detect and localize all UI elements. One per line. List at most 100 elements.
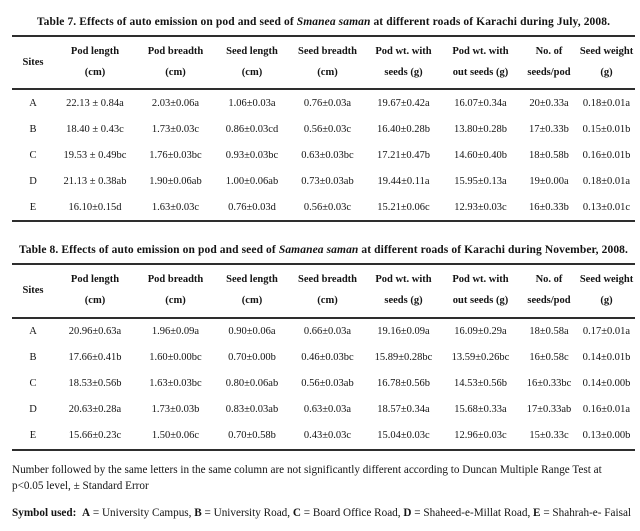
value-cell: 1.60±0.00bc bbox=[149, 352, 202, 363]
table-row: E 16.10±0.15d 1.63±0.03c 0.76±0.03d 0.56±0.0… bbox=[12, 194, 635, 221]
value-cell: 19±0.00a bbox=[529, 175, 569, 187]
value-cell: 14.60±0.40b bbox=[453, 149, 507, 161]
value-cell: 17.66±0.41b bbox=[68, 352, 122, 363]
value-cell: 0.56±0.03ab bbox=[301, 378, 354, 389]
value-cell: 0.14±0.01b bbox=[582, 352, 631, 363]
column-header: Seed length (cm) bbox=[215, 264, 289, 319]
value-cell: 19.67±0.42a bbox=[377, 97, 430, 109]
value-cell: 0.14±0.00b bbox=[582, 378, 631, 389]
value-cell: 0.16±0.01a bbox=[582, 404, 631, 415]
table8-title: Table 8. Effects of auto emission on pod… bbox=[12, 222, 635, 263]
value-cell: 12.96±0.03c bbox=[454, 430, 507, 441]
value-cell: 0.18±0.01a bbox=[582, 175, 631, 187]
column-header: Sites bbox=[12, 264, 54, 319]
symbol-value: = Shahrah-e- Faisal bbox=[540, 506, 632, 519]
table7-title: Table 7. Effects of auto emission on pod… bbox=[12, 6, 635, 35]
column-header: No. of seeds/pod bbox=[520, 264, 578, 319]
value-cell: 18.57±0.34a bbox=[377, 404, 430, 415]
table8-species-name: Samanea saman bbox=[278, 244, 359, 257]
site-cell: D bbox=[29, 404, 37, 415]
site-cell: B bbox=[29, 352, 37, 363]
value-cell: 15±0.33c bbox=[529, 430, 569, 441]
value-cell: 19.44±0.11a bbox=[377, 175, 430, 187]
value-cell: 0.66±0.03a bbox=[303, 326, 352, 337]
table8-header-row: Sites Pod length (cm) Pod breadth (cm) Seed l… bbox=[12, 264, 635, 319]
table-row: B 18.40 ± 0.43c 1.73±0.03c 0.86±0.03cd 0.56±… bbox=[12, 116, 635, 142]
site-cell: C bbox=[29, 378, 37, 389]
value-cell: 0.76±0.03a bbox=[303, 97, 352, 109]
symbol-value: = Board Office Road, bbox=[300, 506, 404, 519]
column-header: Sites bbox=[12, 36, 54, 91]
value-cell: 1.06±0.03a bbox=[228, 97, 276, 109]
symbol-key: C bbox=[292, 506, 301, 519]
column-header: Pod breadth (cm) bbox=[136, 36, 215, 91]
column-header: Seed breadth (cm) bbox=[289, 264, 366, 319]
value-cell: 0.18±0.01a bbox=[582, 97, 631, 109]
value-cell: 15.95±0.13a bbox=[454, 175, 507, 187]
table7-species-name: Smanea saman bbox=[296, 16, 371, 28]
column-header: Seed weight (g) bbox=[578, 36, 635, 91]
value-cell: 0.86±0.03cd bbox=[225, 123, 279, 135]
value-cell: 15.04±0.03c bbox=[377, 430, 430, 441]
value-cell: 0.63±0.03a bbox=[303, 404, 352, 415]
table7: Sites Pod length (cm) Pod breadth (cm) Seed l… bbox=[12, 35, 635, 223]
symbol-legend: Symbol used: A = University Campus, B = … bbox=[12, 507, 635, 519]
significance-footnote: Number followed by the same letters in t… bbox=[12, 463, 602, 492]
symbol-value: = Shaheed-e-Millat Road, bbox=[411, 506, 534, 519]
value-cell: 18±0.58a bbox=[529, 326, 569, 337]
site-cell: A bbox=[29, 326, 37, 337]
value-cell: 1.50±0.06c bbox=[151, 430, 200, 441]
value-cell: 0.13±0.01c bbox=[582, 201, 631, 213]
value-cell: 13.59±0.26bc bbox=[451, 352, 510, 363]
symbol-key: A bbox=[81, 506, 91, 519]
value-cell: 22.13 ± 0.84a bbox=[66, 97, 124, 109]
value-cell: 1.73±0.03b bbox=[151, 404, 200, 415]
value-cell: 0.13±0.00b bbox=[582, 430, 631, 441]
site-cell: C bbox=[29, 149, 37, 161]
table-row: C 18.53±0.56b 1.63±0.03bc 0.80±0.06ab 0.56±0… bbox=[12, 371, 635, 397]
table-row: D 20.63±0.28a 1.73±0.03b 0.83±0.03ab 0.63±0.… bbox=[12, 397, 635, 423]
symbol-key: D bbox=[403, 506, 412, 519]
column-header: No. of seeds/pod bbox=[520, 36, 578, 91]
value-cell: 16±0.33bc bbox=[526, 378, 572, 389]
value-cell: 0.73±0.03ab bbox=[301, 175, 354, 187]
value-cell: 15.66±0.23c bbox=[68, 430, 122, 441]
table-row: A 20.96±0.63a 1.96±0.09a 0.90±0.06a 0.66±0.0… bbox=[12, 318, 635, 345]
column-header: Pod wt. with out seeds (g) bbox=[441, 36, 520, 91]
value-cell: 20±0.33a bbox=[529, 97, 569, 109]
value-cell: 1.00±0.06ab bbox=[225, 175, 279, 187]
value-cell: 16±0.58c bbox=[529, 352, 569, 363]
table-row: E 15.66±0.23c 1.50±0.06c 0.70±0.58b 0.43±0.0… bbox=[12, 423, 635, 450]
value-cell: 18.53±0.56b bbox=[68, 378, 122, 389]
column-header: Pod wt. with seeds (g) bbox=[366, 264, 441, 319]
value-cell: 18±0.58b bbox=[529, 149, 569, 161]
table8: Sites Pod length (cm) Pod breadth (cm) Seed l… bbox=[12, 263, 635, 451]
column-header: Pod length (cm) bbox=[54, 36, 136, 91]
value-cell: 16.09±0.29a bbox=[454, 326, 507, 337]
value-cell: 13.80±0.28b bbox=[453, 123, 507, 135]
value-cell: 19.53 ± 0.49bc bbox=[63, 149, 127, 161]
value-cell: 0.43±0.03c bbox=[303, 430, 352, 441]
value-cell: 0.83±0.03ab bbox=[225, 404, 279, 415]
value-cell: 1.73±0.03c bbox=[151, 123, 200, 135]
symbol-value: = University Road, bbox=[201, 506, 293, 519]
table-row: C 19.53 ± 0.49bc 1.76±0.03bc 0.93±0.03bc 0.6… bbox=[12, 142, 635, 168]
value-cell: 19.16±0.09a bbox=[377, 326, 430, 337]
value-cell: 16.78±0.56b bbox=[376, 378, 430, 389]
column-header: Pod length (cm) bbox=[54, 264, 136, 319]
column-header: Pod wt. with seeds (g) bbox=[366, 36, 441, 91]
value-cell: 17±0.33ab bbox=[526, 404, 572, 415]
value-cell: 1.63±0.03bc bbox=[149, 378, 202, 389]
table7-title-suffix: at different roads of Karachi during Jul… bbox=[370, 16, 611, 28]
table-row: D 21.13 ± 0.38ab 1.90±0.06ab 1.00±0.06ab 0.7… bbox=[12, 168, 635, 194]
value-cell: 15.68±0.33a bbox=[454, 404, 507, 415]
value-cell: 17±0.33b bbox=[529, 123, 569, 135]
value-cell: 0.70±0.58b bbox=[228, 430, 276, 441]
value-cell: 12.93±0.03c bbox=[454, 201, 507, 213]
site-cell: E bbox=[29, 201, 37, 213]
value-cell: 15.89±0.28bc bbox=[374, 352, 433, 363]
column-header: Pod wt. with out seeds (g) bbox=[441, 264, 520, 319]
value-cell: 20.96±0.63a bbox=[68, 326, 122, 337]
value-cell: 0.17±0.01a bbox=[582, 326, 631, 337]
